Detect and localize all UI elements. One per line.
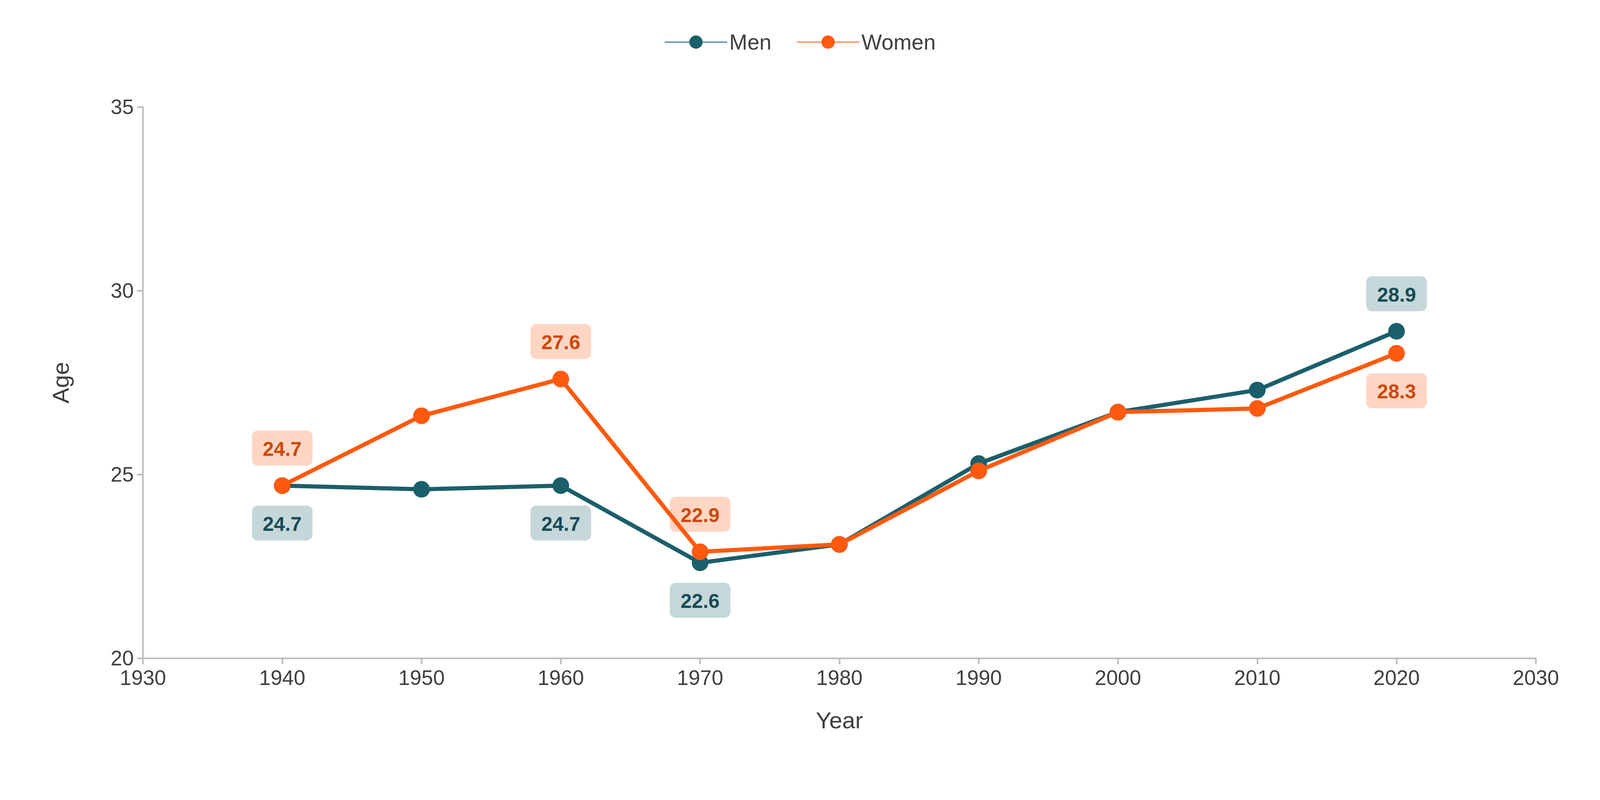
svg-text:22.6: 22.6 xyxy=(680,590,720,613)
svg-text:20: 20 xyxy=(110,646,134,670)
svg-text:28.3: 28.3 xyxy=(1377,380,1416,403)
svg-text:Men: Men xyxy=(729,30,772,55)
svg-text:2030: 2030 xyxy=(1512,666,1559,690)
svg-text:2000: 2000 xyxy=(1094,666,1141,690)
svg-text:35: 35 xyxy=(110,95,134,119)
svg-text:24.7: 24.7 xyxy=(262,437,302,460)
svg-text:1970: 1970 xyxy=(677,666,724,690)
svg-text:1960: 1960 xyxy=(537,666,584,690)
svg-text:Women: Women xyxy=(861,30,936,55)
svg-text:1980: 1980 xyxy=(816,666,863,690)
svg-text:2020: 2020 xyxy=(1373,666,1420,690)
svg-text:1950: 1950 xyxy=(398,666,445,690)
svg-text:2010: 2010 xyxy=(1234,666,1281,690)
svg-text:24.7: 24.7 xyxy=(541,512,580,535)
svg-text:24.7: 24.7 xyxy=(262,512,302,535)
svg-text:1990: 1990 xyxy=(955,666,1002,690)
svg-text:1930: 1930 xyxy=(119,666,166,690)
svg-text:28.9: 28.9 xyxy=(1377,283,1416,306)
svg-text:22.9: 22.9 xyxy=(680,504,720,527)
svg-text:30: 30 xyxy=(110,279,134,303)
svg-text:27.6: 27.6 xyxy=(541,331,580,354)
svg-text:1940: 1940 xyxy=(259,666,306,690)
svg-text:25: 25 xyxy=(110,462,134,487)
svg-text:Age: Age xyxy=(47,362,74,404)
svg-text:Year: Year xyxy=(815,707,863,734)
